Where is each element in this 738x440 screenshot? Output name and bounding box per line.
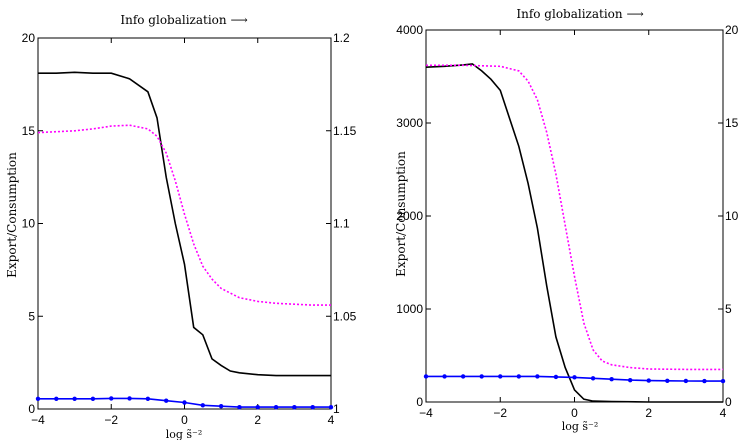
series-point (646, 378, 651, 383)
series-line (426, 64, 723, 371)
series-point (442, 374, 447, 379)
series-point (72, 396, 77, 401)
series-point (627, 377, 633, 383)
x-tick-label: 0 (181, 413, 188, 427)
chart-title: Info globalization ⟶ (516, 7, 643, 21)
plot-frame (37, 37, 332, 410)
series-point (535, 374, 540, 379)
x-tick-label: −4 (31, 413, 45, 427)
series-point (310, 404, 315, 410)
series-point (292, 404, 297, 410)
y-tick-label: 1000 (396, 302, 423, 316)
x-tick-label: 0 (571, 406, 578, 420)
series-point (516, 374, 522, 379)
series-line (38, 71, 331, 377)
right-chart: Info globalization ⟶ Export/Consumption … (394, 7, 738, 433)
y-tick-label: 4000 (396, 23, 423, 37)
y2-tick-label: 1.2 (333, 31, 350, 45)
series-point (145, 396, 151, 401)
series-point (460, 374, 466, 379)
y-tick-label: 3000 (396, 116, 423, 130)
series-point (498, 374, 503, 379)
y-axis-label: Export/Consumption (5, 152, 19, 278)
x-axis-label: log s̃⁻² (166, 428, 203, 440)
series-line (37, 124, 331, 306)
y2-tick-label: 0 (725, 395, 732, 409)
y-tick-label: 0 (416, 395, 423, 409)
series-point (237, 404, 242, 410)
y2-tick-label: 10 (725, 209, 738, 223)
chart-title: Info globalization ⟶ (120, 13, 247, 27)
x-tick-label: 2 (645, 406, 652, 420)
y-tick-label: 20 (22, 31, 36, 45)
series-point (218, 404, 224, 409)
y-tick-label: 5 (28, 309, 35, 323)
y2-tick-label: 5 (725, 302, 732, 316)
x-tick-label: 4 (720, 406, 727, 420)
series-point (163, 398, 169, 403)
plot-frame (425, 29, 724, 403)
series-point (479, 374, 484, 379)
series-point (200, 403, 206, 408)
series-point (54, 396, 59, 401)
y-tick-label: 10 (22, 217, 36, 231)
series-point (720, 378, 726, 384)
series-point (572, 375, 577, 380)
y2-tick-label: 1.1 (333, 217, 350, 231)
x-tick-label: −2 (493, 406, 507, 420)
series-point (683, 378, 689, 384)
series-point (109, 396, 114, 401)
series-point (35, 396, 41, 401)
x-tick-label: 2 (254, 413, 261, 427)
series-line (425, 63, 723, 403)
series-point (127, 396, 132, 401)
x-tick-label: 4 (328, 413, 335, 427)
y-tick-label: 2000 (396, 209, 423, 223)
series-point (90, 396, 96, 401)
series-point (609, 377, 614, 382)
y2-tick-label: 15 (725, 116, 738, 130)
y2-tick-label: 1 (333, 402, 340, 416)
y2-tick-label: 1.05 (333, 309, 357, 323)
series-point (423, 374, 429, 379)
series-point (273, 404, 279, 410)
y-axis-label: Export/Consumption (394, 151, 408, 277)
series-point (553, 374, 559, 380)
series-point (665, 378, 670, 383)
series-point (590, 376, 596, 381)
series-point (182, 400, 187, 405)
x-tick-label: −2 (104, 413, 118, 427)
series-point (255, 404, 260, 410)
series-point (702, 378, 707, 384)
x-axis-label: log s̃⁻² (562, 420, 599, 433)
y2-tick-label: 1.15 (333, 124, 357, 138)
y-tick-label: 0 (28, 402, 35, 416)
series-point (328, 404, 334, 410)
x-tick-label: −4 (419, 406, 433, 420)
left-chart: Info globalization ⟶ Export/Consumption … (5, 13, 357, 440)
y2-tick-label: 20 (725, 23, 738, 37)
y-tick-label: 15 (22, 124, 36, 138)
